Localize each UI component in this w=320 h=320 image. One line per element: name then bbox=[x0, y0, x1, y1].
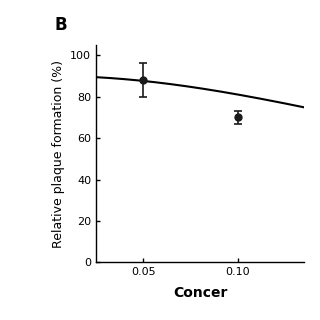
X-axis label: Concer: Concer bbox=[173, 285, 227, 300]
Y-axis label: Relative plaque formation (%): Relative plaque formation (%) bbox=[52, 60, 65, 248]
Text: B: B bbox=[54, 16, 67, 34]
